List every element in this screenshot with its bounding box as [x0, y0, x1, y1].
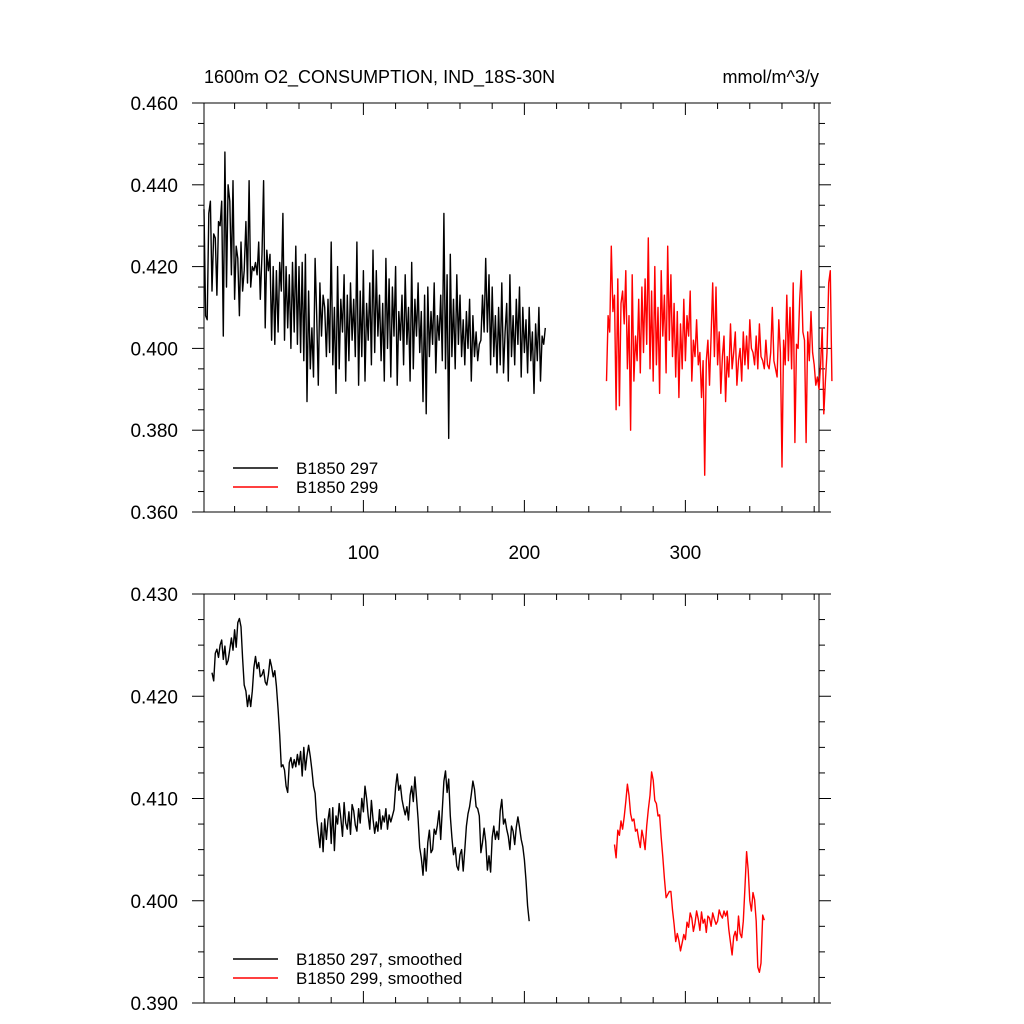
- y-tick-label: 0.360: [130, 503, 178, 524]
- y-tick-label: 0.430: [130, 585, 178, 606]
- top-panel: 0.360 0.380 0.400 0.420 0.440 0.460 100 200 300 B…: [130, 94, 833, 564]
- legend-label: B1850 297: [296, 459, 378, 478]
- y-tick-label: 0.420: [130, 258, 178, 279]
- y-tick-label: 0.460: [130, 94, 178, 115]
- y-tick-label: 0.410: [130, 790, 178, 811]
- chart-title-left: 1600m O2_CONSUMPTION, IND_18S-30N: [204, 67, 555, 88]
- x-tick-label: 300: [670, 543, 702, 564]
- x-tick-label: 200: [509, 543, 541, 564]
- y-tick-label: 0.390: [130, 994, 178, 1015]
- y-tick-label: 0.380: [130, 421, 178, 442]
- series-line-299: [613, 771, 765, 973]
- plot-frame: [203, 593, 820, 1004]
- y-tick-label: 0.420: [130, 687, 178, 708]
- y-tick-label: 0.400: [130, 339, 178, 360]
- legend-label: B1850 299, smoothed: [296, 969, 462, 988]
- x-tick-label: 100: [348, 543, 380, 564]
- bottom-panel: 0.390 0.400 0.410 0.420 0.430 B1850 297, smoo…: [130, 585, 831, 1015]
- y-tick-label: 0.440: [130, 176, 178, 197]
- y-tick-label: 0.400: [130, 892, 178, 913]
- legend-label: B1850 297, smoothed: [296, 950, 462, 969]
- chart-title-right: mmol/m^3/y: [723, 67, 819, 87]
- series-line-297: [211, 617, 530, 922]
- series-line-297: [203, 151, 546, 440]
- legend-label: B1850 299: [296, 478, 378, 497]
- series-line-299: [605, 237, 833, 476]
